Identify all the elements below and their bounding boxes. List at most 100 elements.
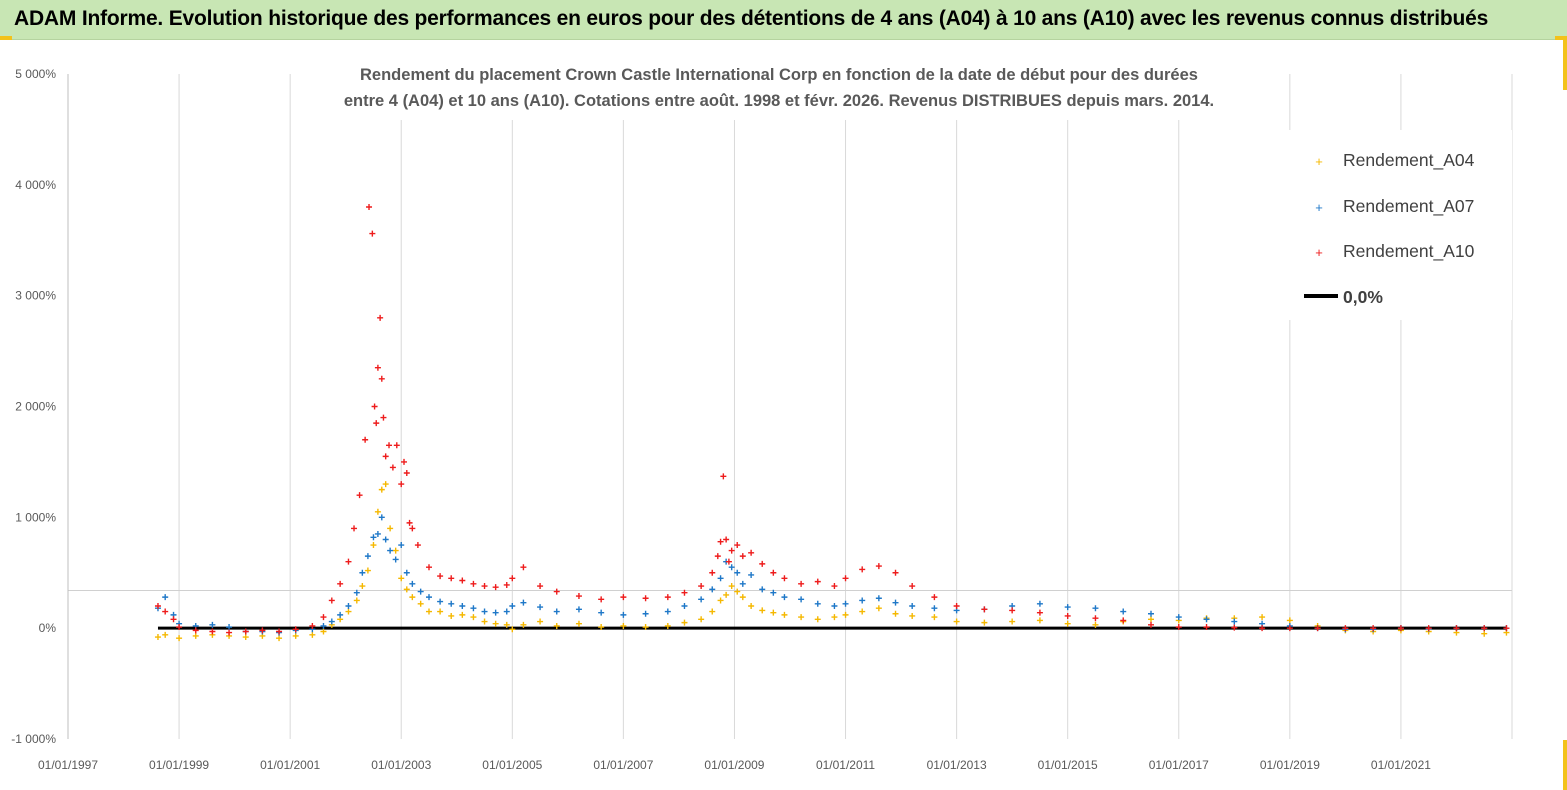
corner-decoration-right-bottom [1563, 740, 1567, 790]
data-point [373, 420, 380, 427]
data-point [1286, 617, 1293, 624]
data-point [1503, 625, 1510, 632]
data-point [509, 626, 516, 633]
x-tick-label: 01/01/2013 [927, 758, 987, 772]
data-point [709, 608, 716, 615]
data-point [520, 621, 527, 628]
data-point [859, 566, 866, 573]
data-point [642, 610, 649, 617]
data-point [798, 580, 805, 587]
data-point [403, 586, 410, 593]
data-point [875, 605, 882, 612]
data-point [1009, 618, 1016, 625]
data-point [953, 603, 960, 609]
data-point [401, 458, 408, 465]
corner-decoration-right-top [1563, 40, 1567, 90]
data-point [931, 605, 938, 612]
data-point [364, 567, 371, 574]
data-point [814, 600, 821, 607]
data-point [382, 536, 389, 543]
data-point [378, 514, 385, 521]
data-point [717, 575, 724, 582]
data-point [831, 603, 838, 609]
legend-item-zero[interactable]: 0,0% [1304, 287, 1383, 307]
data-point [1481, 625, 1488, 632]
data-point [734, 542, 741, 549]
data-point [370, 534, 377, 541]
data-point [162, 594, 169, 601]
legend-background [1280, 130, 1512, 320]
data-point [892, 569, 899, 576]
chart-title-line-1: Rendement du placement Crown Castle Inte… [360, 66, 1198, 84]
data-point [459, 577, 466, 584]
data-point [492, 609, 499, 616]
legend-label-a07: Rendement_A07 [1343, 196, 1474, 217]
data-point [1342, 625, 1349, 632]
data-point [909, 612, 916, 619]
legend-label-a04: Rendement_A04 [1343, 150, 1475, 171]
data-point [398, 542, 405, 549]
data-point [709, 586, 716, 593]
legend-item-a10[interactable]: + Rendement_A10 [1315, 241, 1474, 262]
data-point [748, 549, 755, 556]
data-point [320, 622, 327, 629]
data-point [378, 375, 385, 382]
data-point [309, 631, 316, 638]
data-point [909, 603, 916, 609]
data-point [351, 525, 358, 532]
data-point [503, 621, 510, 628]
data-point [242, 634, 249, 641]
data-point [382, 481, 389, 488]
data-point [162, 608, 169, 615]
data-point [492, 584, 499, 591]
data-point [162, 631, 169, 638]
data-point [328, 618, 335, 625]
data-point [664, 594, 671, 601]
data-point [1259, 614, 1266, 621]
data-point [492, 620, 499, 627]
data-point [320, 628, 327, 635]
data-point [1397, 625, 1404, 632]
data-point [509, 575, 516, 582]
data-point [1064, 620, 1071, 627]
data-point [859, 608, 866, 615]
data-point [748, 603, 755, 609]
data-point [781, 575, 788, 582]
legend-item-a07[interactable]: + Rendement_A07 [1315, 196, 1474, 217]
legend-item-a04[interactable]: + Rendement_A04 [1315, 150, 1474, 171]
data-point [739, 594, 746, 601]
data-point [426, 564, 432, 571]
data-point [448, 575, 455, 582]
x-tick-label: 01/01/2021 [1371, 758, 1431, 772]
data-point [398, 575, 405, 582]
data-point [553, 622, 560, 629]
data-point [734, 588, 741, 595]
data-point [1231, 618, 1238, 625]
data-point [875, 595, 882, 602]
data-point [698, 583, 705, 590]
data-point [717, 597, 724, 604]
data-point [1425, 625, 1432, 632]
series-layer [154, 204, 1510, 642]
data-point [1231, 624, 1238, 631]
data-point [723, 536, 730, 543]
data-point [364, 553, 371, 560]
data-point [154, 634, 161, 641]
data-point [1092, 615, 1099, 622]
data-point [520, 599, 527, 606]
data-point [981, 606, 988, 613]
corner-decoration-top-right [1555, 36, 1567, 40]
data-point [503, 608, 510, 615]
data-point [759, 607, 766, 614]
data-point [387, 525, 394, 532]
x-tick-label: 01/01/2001 [260, 758, 320, 772]
data-point [681, 589, 688, 596]
data-point [409, 580, 416, 587]
legend: + Rendement_A04 + Rendement_A07 + Rendem… [1280, 130, 1512, 320]
data-point [892, 599, 899, 606]
data-point [781, 594, 788, 601]
data-point [414, 542, 421, 549]
data-point [814, 616, 821, 623]
legend-marker-a04: + [1315, 154, 1323, 169]
